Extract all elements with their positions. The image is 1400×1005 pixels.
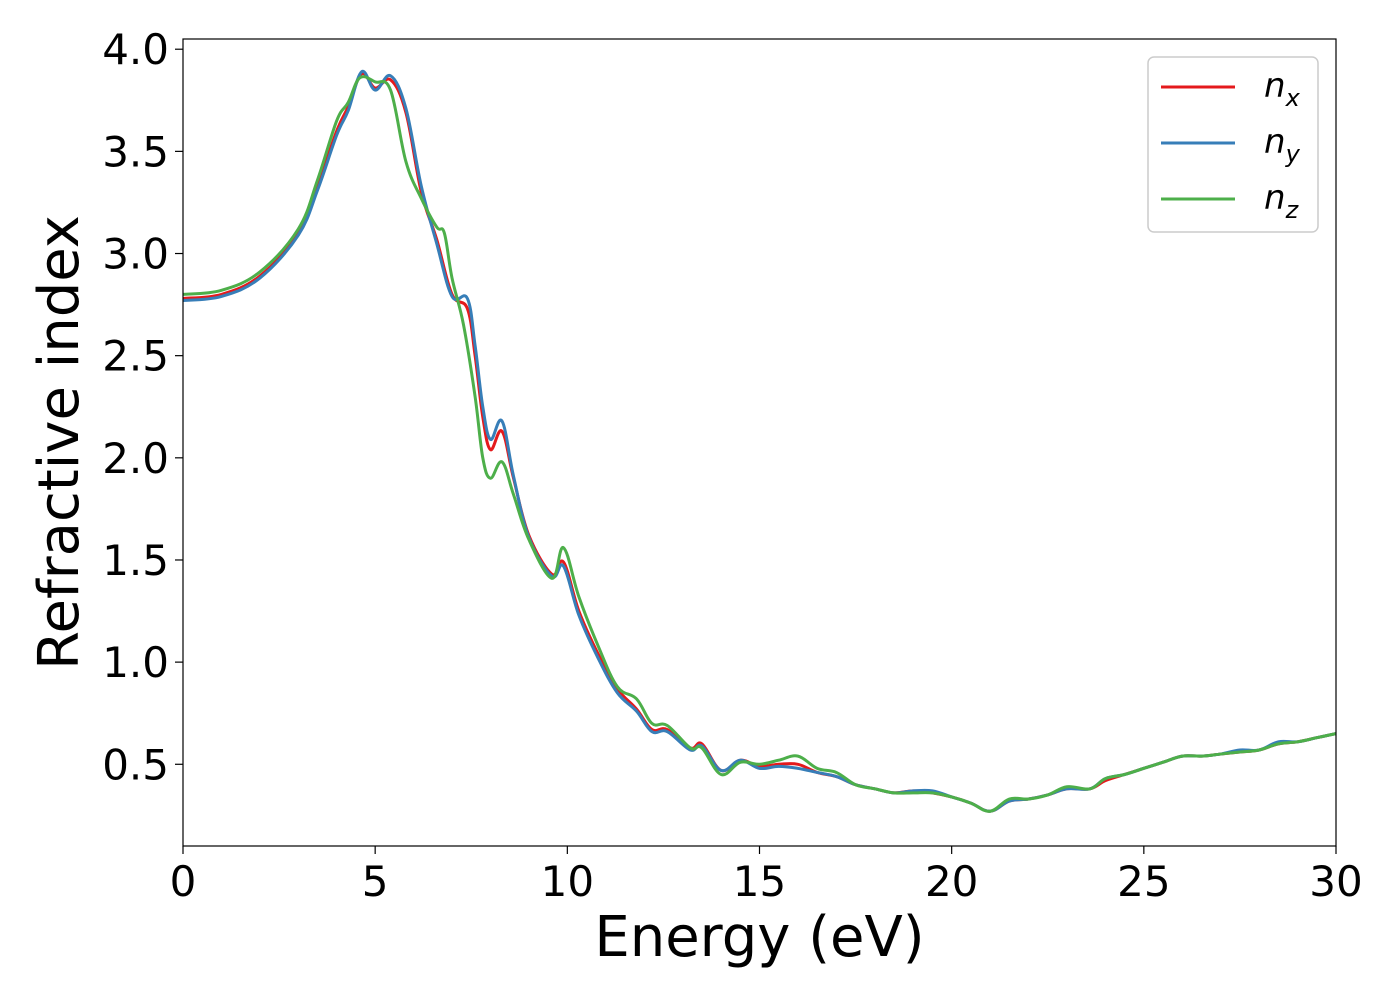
y-tick-label: 2.5 (102, 332, 169, 381)
y-axis-ticks: 0.5 1.0 1.5 2.0 2.5 3.0 3.5 4.0 (102, 25, 183, 789)
x-tick-label: 30 (1309, 857, 1362, 906)
x-axis-ticks: 0 5 10 15 20 25 30 (170, 846, 1363, 906)
y-tick-label: 1.5 (102, 536, 169, 585)
x-tick-label: 5 (362, 857, 389, 906)
x-tick-label: 0 (170, 857, 197, 906)
legend-label: nz (1264, 178, 1300, 224)
legend-label: nx (1264, 66, 1301, 112)
x-tick-label: 20 (925, 857, 978, 906)
x-tick-label: 15 (733, 857, 786, 906)
y-tick-label: 3.0 (102, 230, 169, 279)
series-line-n-z (183, 75, 1336, 813)
x-tick-label: 10 (541, 857, 594, 906)
y-axis-title: Refractive index (27, 215, 92, 670)
x-axis-title: Energy (eV) (594, 905, 924, 970)
y-tick-label: 4.0 (102, 25, 169, 74)
x-tick-label: 25 (1117, 857, 1170, 906)
y-tick-label: 0.5 (102, 740, 169, 789)
legend: nx ny nz (1147, 56, 1319, 233)
y-tick-label: 2.0 (102, 434, 169, 483)
y-tick-label: 1.0 (102, 638, 169, 687)
y-tick-label: 3.5 (102, 127, 169, 176)
legend-label: ny (1264, 122, 1301, 168)
